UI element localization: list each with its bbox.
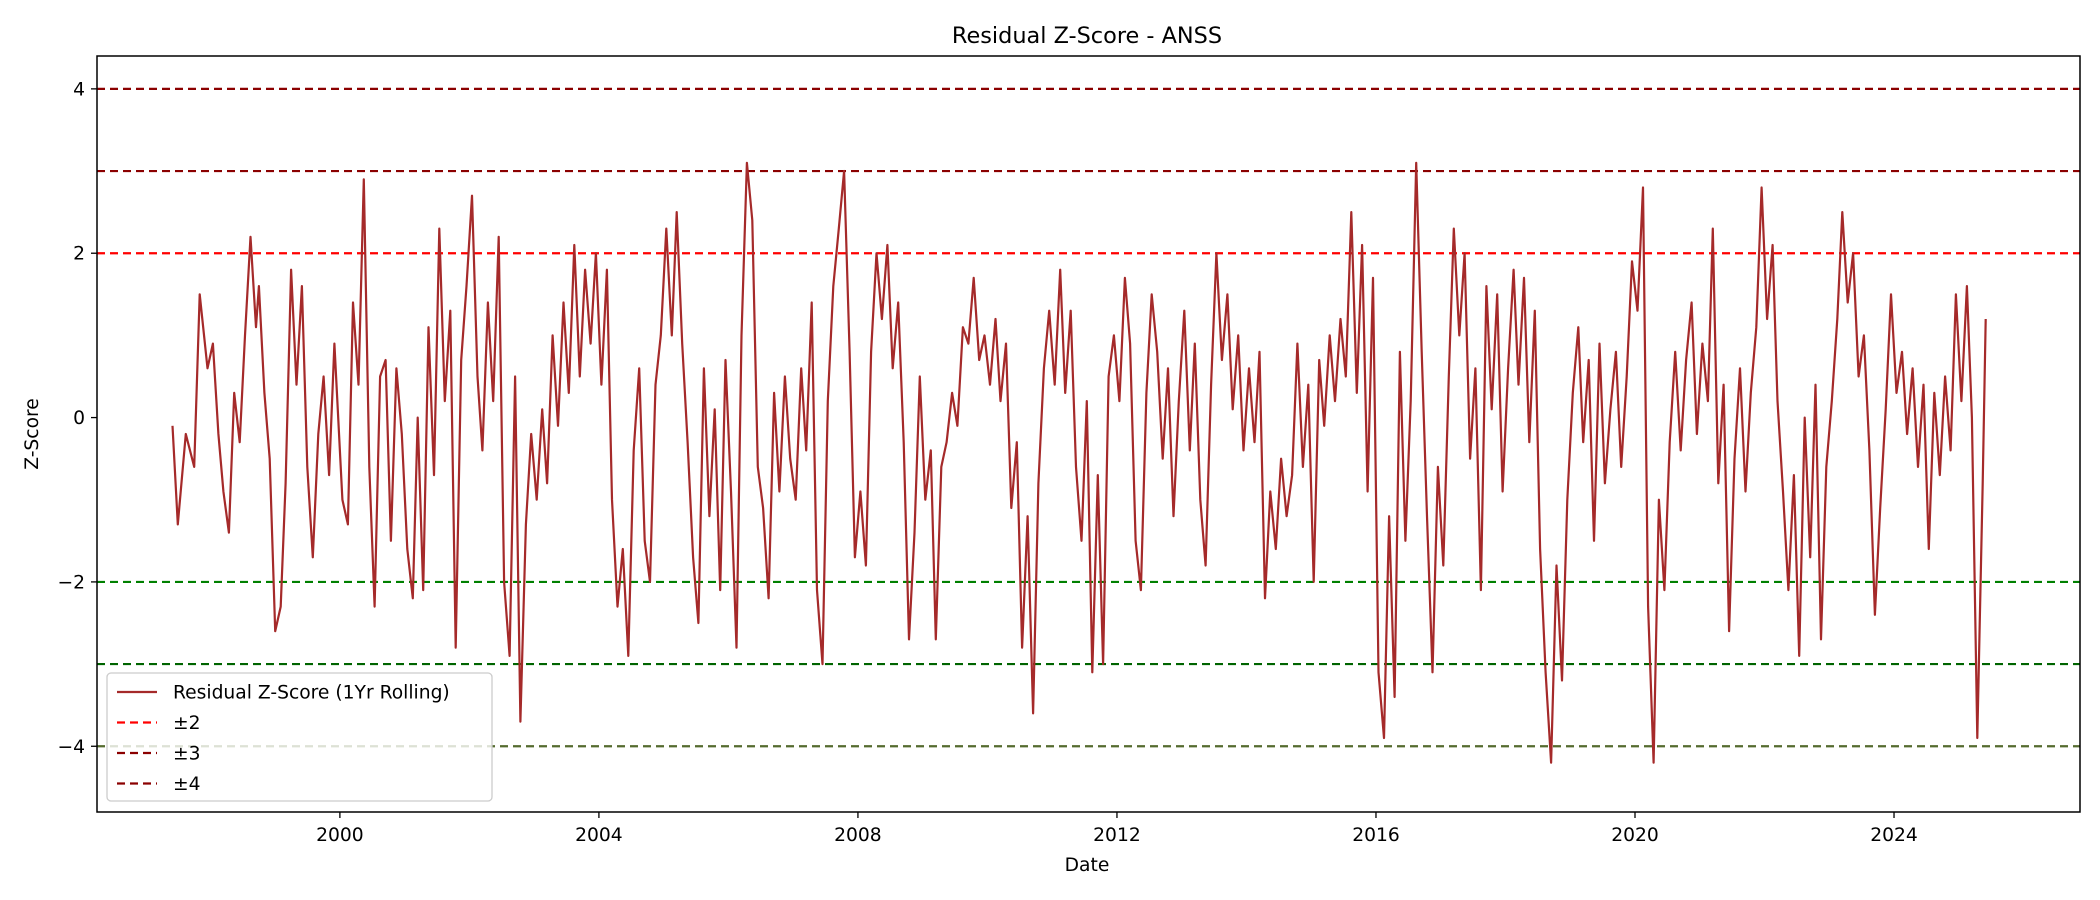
x-tick-label: 2000	[316, 825, 364, 846]
y-axis-label: Z-Score	[22, 398, 43, 470]
x-tick-label: 2008	[834, 825, 882, 846]
legend: Residual Z-Score (1Yr Rolling) ±2 ±3 ±4	[106, 672, 493, 802]
y-tick-label: 4	[73, 79, 85, 100]
plot-frame	[96, 55, 2081, 813]
x-axis: 2000 2004 2008 2012 2016 2020 2024	[316, 812, 1918, 846]
y-tick-label: 0	[73, 408, 85, 429]
y-tick-label: −2	[57, 572, 85, 593]
y-tick-label: 2	[73, 244, 85, 265]
y-tick-label: −4	[57, 737, 85, 758]
series-line	[171, 161, 1987, 764]
legend-label: ±4	[173, 774, 201, 795]
plot-area	[97, 87, 2080, 764]
x-tick-label: 2004	[575, 825, 623, 846]
legend-label: ±3	[173, 744, 201, 765]
legend-label: ±2	[173, 713, 201, 734]
x-tick-label: 2024	[1870, 825, 1918, 846]
x-tick-label: 2016	[1352, 825, 1400, 846]
legend-label: Residual Z-Score (1Yr Rolling)	[173, 683, 450, 704]
chart-title: Residual Z-Score - ANSS	[952, 23, 1222, 49]
y-axis: −4 −2 0 2 4	[57, 79, 97, 758]
x-tick-label: 2020	[1611, 825, 1659, 846]
x-tick-label: 2012	[1093, 825, 1141, 846]
legend-box	[106, 672, 493, 802]
x-axis-label: Date	[1065, 855, 1110, 876]
